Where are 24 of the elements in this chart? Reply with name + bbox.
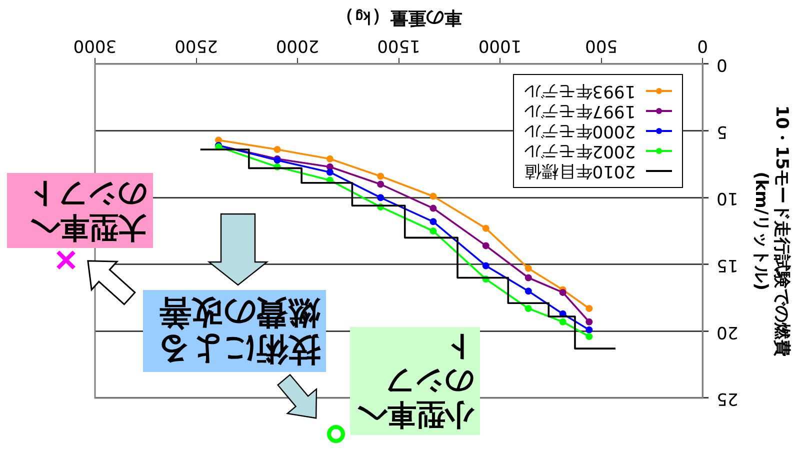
y-tick-label: 25 xyxy=(716,388,738,409)
x-tick-label: 2500 xyxy=(174,35,218,56)
legend-label: 1993年モデル xyxy=(524,81,636,102)
x-tick-label: 1000 xyxy=(478,35,522,56)
legend-label: 2010年目標値 xyxy=(524,161,636,182)
legend-label: 1997年モデル xyxy=(524,101,636,122)
annotation: 技術による燃費の改善 xyxy=(143,290,326,372)
annotation: 小型車へのシフト xyxy=(350,326,480,435)
y-tick-label: 20 xyxy=(716,322,738,342)
x-tick-label: 0 xyxy=(697,35,708,56)
y-tick-label: 15 xyxy=(716,254,738,275)
y-tick-label: 10 xyxy=(716,188,738,208)
legend-label: 2000年モデル xyxy=(524,121,636,142)
x-tick-label: 3000 xyxy=(73,35,117,56)
x-tick-label: 500 xyxy=(585,35,618,56)
x-axis-title: 車の重量（㎏） xyxy=(336,7,463,28)
text: (km/リットル) xyxy=(750,172,771,290)
y-tick-label: 0 xyxy=(716,54,728,75)
x-tick-label: 1500 xyxy=(377,35,420,56)
y-tick-label: 5 xyxy=(716,121,728,142)
legend-label: 2002年モデル xyxy=(524,141,636,162)
x-tick-label: 2000 xyxy=(276,35,320,56)
annotation: 大型車へのシフト xyxy=(7,173,153,248)
y-axis-title: 10・15モード走行試験での燃費 xyxy=(771,105,792,357)
